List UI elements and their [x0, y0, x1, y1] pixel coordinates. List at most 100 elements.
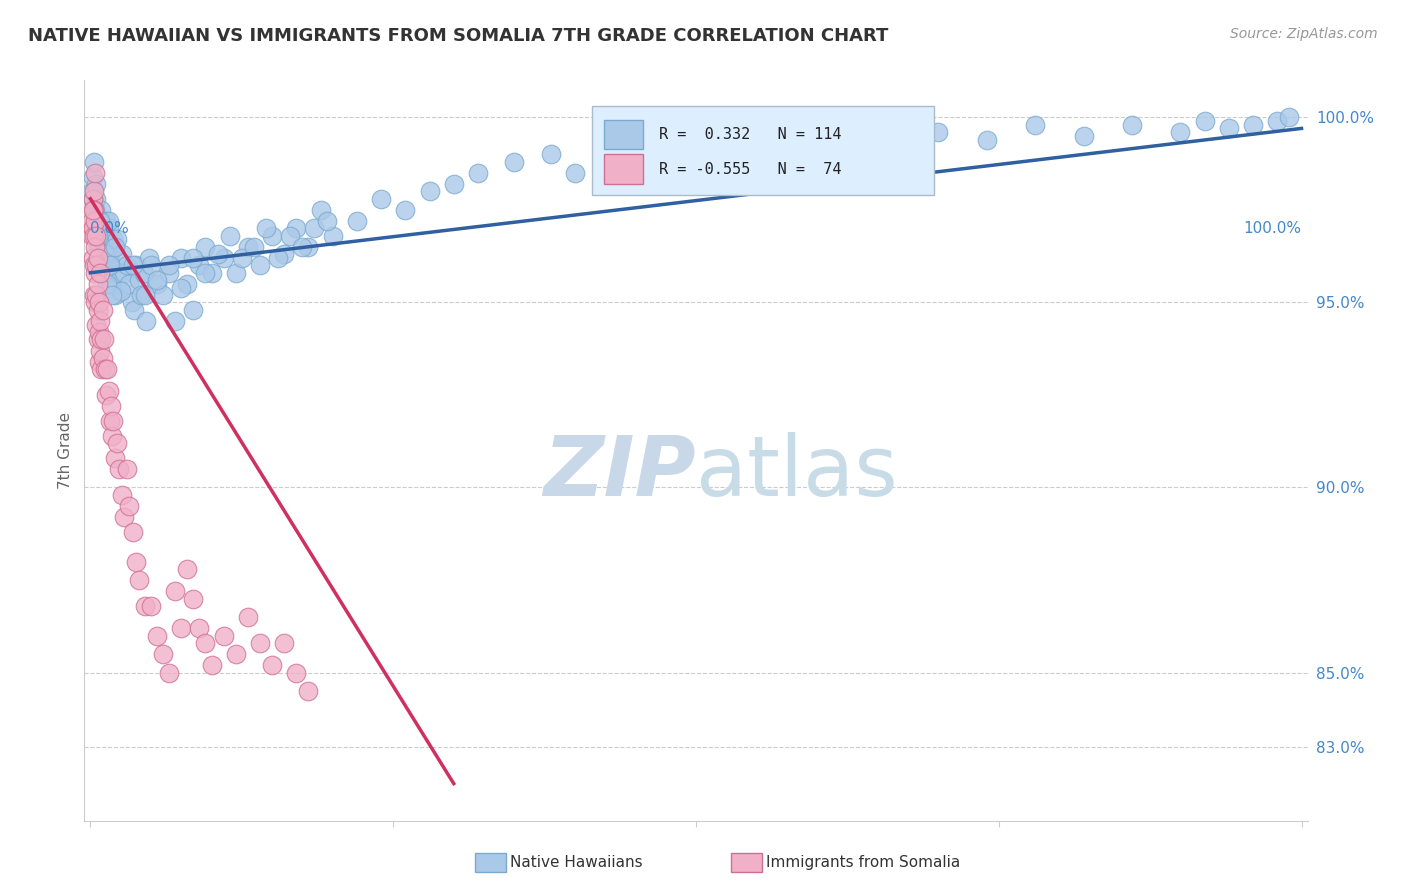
Point: [132, 266, 155, 280]
Point: [96, 214, 118, 228]
Text: ZIP: ZIP: [543, 432, 696, 513]
Point: [121, 524, 143, 539]
Point: [80, 214, 103, 228]
Point: [121, 295, 143, 310]
Point: [304, 221, 326, 235]
Point: [176, 562, 198, 576]
Point: [82, 192, 104, 206]
Point: [637, 140, 659, 154]
Point: [91, 351, 114, 365]
Point: [212, 251, 235, 265]
Point: [86, 318, 108, 332]
Point: [134, 288, 156, 302]
Point: [100, 277, 122, 291]
Point: [89, 214, 111, 228]
Point: [273, 636, 295, 650]
Point: [84, 166, 107, 180]
Point: [110, 285, 132, 299]
Point: [1265, 114, 1288, 128]
Point: [91, 258, 114, 272]
Point: [83, 228, 105, 243]
Text: Immigrants from Somalia: Immigrants from Somalia: [766, 855, 960, 870]
Point: [98, 247, 121, 261]
Point: [976, 132, 998, 146]
Point: [225, 647, 247, 661]
Point: [105, 232, 128, 246]
Point: [80, 184, 103, 198]
Point: [90, 332, 112, 346]
Point: [96, 277, 118, 291]
Point: [108, 266, 131, 280]
Text: 100.0%: 100.0%: [1243, 221, 1302, 236]
Point: [87, 295, 110, 310]
Point: [101, 258, 124, 272]
Point: [86, 228, 108, 243]
Point: [146, 277, 169, 291]
Point: [83, 184, 105, 198]
Point: [194, 266, 217, 280]
Point: [96, 362, 118, 376]
Point: [249, 636, 271, 650]
Text: Native Hawaiians: Native Hawaiians: [510, 855, 643, 870]
Point: [86, 228, 108, 243]
Point: [138, 251, 160, 265]
Point: [94, 362, 117, 376]
Point: [1241, 118, 1264, 132]
Point: [82, 192, 104, 206]
Point: [243, 240, 266, 254]
Point: [90, 362, 112, 376]
Point: [84, 295, 107, 310]
Point: [108, 462, 131, 476]
Point: [200, 266, 222, 280]
Point: [112, 266, 135, 280]
Point: [1170, 125, 1192, 139]
Point: [1218, 121, 1240, 136]
Point: [600, 147, 623, 161]
Point: [134, 599, 156, 613]
Point: [97, 214, 120, 228]
Point: [170, 621, 193, 635]
Point: [540, 147, 562, 161]
Point: [212, 628, 235, 642]
Point: [104, 288, 127, 302]
Point: [115, 258, 138, 272]
Point: [262, 658, 284, 673]
Point: [285, 665, 308, 680]
Point: [370, 192, 392, 206]
Point: [879, 140, 901, 154]
Point: [103, 232, 125, 246]
Point: [84, 214, 107, 228]
Point: [503, 154, 526, 169]
Point: [1121, 118, 1143, 132]
Point: [146, 628, 169, 642]
Point: [105, 436, 128, 450]
Point: [86, 251, 108, 265]
Point: [87, 325, 110, 339]
Point: [297, 240, 319, 254]
Point: [278, 228, 301, 243]
Point: [97, 221, 120, 235]
Point: [98, 258, 121, 272]
Point: [733, 154, 755, 169]
Point: [87, 221, 110, 235]
Point: [188, 621, 211, 635]
Point: [218, 228, 240, 243]
Point: [87, 354, 110, 368]
Point: [111, 488, 134, 502]
Point: [1024, 118, 1046, 132]
Point: [146, 273, 169, 287]
Point: [101, 288, 124, 302]
Point: [782, 132, 804, 146]
Point: [118, 499, 141, 513]
Point: [86, 277, 108, 291]
Point: [84, 266, 107, 280]
Point: [139, 258, 162, 272]
Point: [101, 428, 124, 442]
Point: [236, 240, 259, 254]
Point: [346, 214, 368, 228]
Point: [443, 177, 465, 191]
Point: [157, 266, 180, 280]
Point: [93, 236, 115, 251]
Point: [125, 554, 148, 568]
Point: [394, 202, 416, 217]
